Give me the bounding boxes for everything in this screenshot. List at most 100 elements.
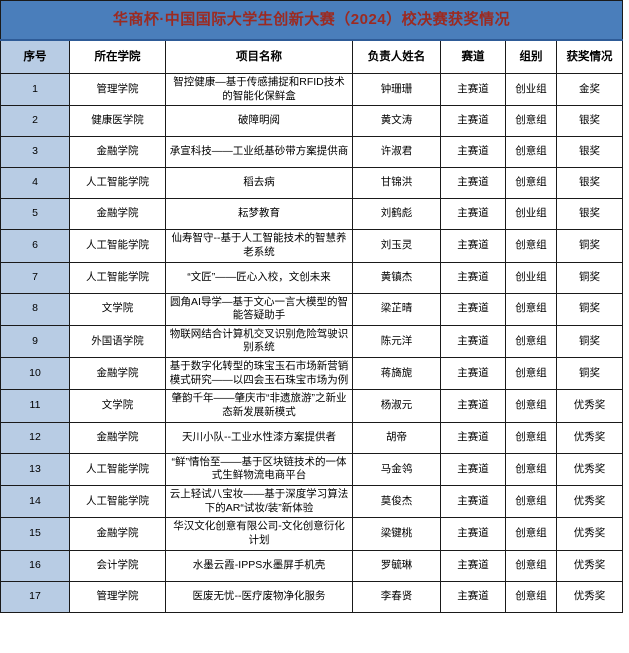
project-cell: “鲜”情怡至——基于区块链技术的一体式生鲜物流电商平台	[165, 452, 353, 486]
table-row: 1 管理学院 智控健康—基于传感捕捉和RFID技术的智能化保鲜盒 钟珊珊 主赛道…	[0, 72, 624, 107]
column-header-award: 获奖情况	[555, 39, 624, 74]
award-cell: 银奖	[555, 198, 624, 231]
track-cell: 主赛道	[440, 229, 506, 263]
project-cell: 基于数字化转型的珠宝玉石市场新营销模式研究——以四会玉石珠宝市场为例	[165, 357, 353, 391]
college-cell: 人工智能学院	[69, 229, 166, 263]
track-cell: 主赛道	[440, 261, 506, 294]
group-cell: 创意组	[505, 484, 557, 519]
college-cell: 金融学院	[69, 517, 166, 551]
award-cell: 银奖	[555, 105, 624, 138]
leader-cell: 甘锦洪	[352, 167, 441, 200]
college-cell: 人工智能学院	[69, 484, 166, 519]
table-row: 16 会计学院 水墨云霞-IPPS水墨屏手机壳 罗毓琳 主赛道 创意组 优秀奖	[0, 549, 624, 582]
award-cell: 优秀奖	[555, 389, 624, 423]
group-cell: 创意组	[505, 549, 557, 582]
track-cell: 主赛道	[440, 292, 506, 326]
college-cell: 金融学院	[69, 357, 166, 391]
leader-cell: 梁芷晴	[352, 292, 441, 326]
row-number-cell: 8	[0, 292, 70, 326]
table-row: 6 人工智能学院 仙寿智守--基于人工智能技术的智慧养老系统 刘玉灵 主赛道 创…	[0, 229, 624, 263]
award-cell: 银奖	[555, 136, 624, 169]
leader-cell: 刘玉灵	[352, 229, 441, 263]
column-header-leader: 负责人姓名	[352, 39, 441, 74]
table-row: 2 健康医学院 破障明阅 黄文涛 主赛道 创意组 银奖	[0, 105, 624, 138]
leader-cell: 许淑君	[352, 136, 441, 169]
row-number-cell: 6	[0, 229, 70, 263]
leader-cell: 莫俊杰	[352, 484, 441, 519]
leader-cell: 胡帝	[352, 421, 441, 454]
column-header-project: 项目名称	[165, 39, 353, 74]
leader-cell: 刘鹤彪	[352, 198, 441, 231]
table-row: 12 金融学院 天川小队--工业水性漆方案提供者 胡帝 主赛道 创意组 优秀奖	[0, 421, 624, 454]
track-cell: 主赛道	[440, 549, 506, 582]
column-header-no: 序号	[0, 39, 70, 74]
project-cell: 破障明阅	[165, 105, 353, 138]
college-cell: 外国语学院	[69, 324, 166, 359]
project-cell: 医废无忧--医疗废物净化服务	[165, 580, 353, 613]
award-cell: 铜奖	[555, 292, 624, 326]
project-cell: 云上轻试八宝妆——基于深度学习算法下的AR“试妆/装”新体验	[165, 484, 353, 519]
award-cell: 优秀奖	[555, 452, 624, 486]
award-cell: 铜奖	[555, 229, 624, 263]
table-row: 17 管理学院 医废无忧--医疗废物净化服务 李春贤 主赛道 创意组 优秀奖	[0, 580, 624, 613]
project-cell: 肇韵千年——肇庆市“非遗旅游”之新业态新发展新模式	[165, 389, 353, 423]
table-row: 8 文学院 圆角AI导学—基于文心一言大模型的智能答疑助手 梁芷晴 主赛道 创意…	[0, 292, 624, 326]
row-number-cell: 16	[0, 549, 70, 582]
track-cell: 主赛道	[440, 452, 506, 486]
column-header-college: 所在学院	[69, 39, 166, 74]
project-cell: 天川小队--工业水性漆方案提供者	[165, 421, 353, 454]
table-row: 9 外国语学院 物联网结合计算机交叉识别危险驾驶识别系统 陈元洋 主赛道 创意组…	[0, 324, 624, 359]
award-cell: 优秀奖	[555, 549, 624, 582]
leader-cell: 黄文涛	[352, 105, 441, 138]
table-title-row: 华商杯·中国国际大学生创新大赛（2024）校决赛获奖情况	[0, 0, 624, 41]
group-cell: 创业组	[505, 261, 557, 294]
leader-cell: 杨淑元	[352, 389, 441, 423]
project-cell: 水墨云霞-IPPS水墨屏手机壳	[165, 549, 353, 582]
table-row: 5 金融学院 耘梦教育 刘鹤彪 主赛道 创业组 银奖	[0, 198, 624, 231]
track-cell: 主赛道	[440, 421, 506, 454]
table-row: 15 金融学院 华汉文化创意有限公司-文化创意衍化计划 梁键桃 主赛道 创意组 …	[0, 517, 624, 551]
row-number-cell: 13	[0, 452, 70, 486]
college-cell: 健康医学院	[69, 105, 166, 138]
award-cell: 铜奖	[555, 357, 624, 391]
group-cell: 创意组	[505, 229, 557, 263]
leader-cell: 梁键桃	[352, 517, 441, 551]
college-cell: 文学院	[69, 292, 166, 326]
project-cell: 华汉文化创意有限公司-文化创意衍化计划	[165, 517, 353, 551]
project-cell: 物联网结合计算机交叉识别危险驾驶识别系统	[165, 324, 353, 359]
track-cell: 主赛道	[440, 198, 506, 231]
row-number-cell: 12	[0, 421, 70, 454]
column-header-group: 组别	[505, 39, 557, 74]
track-cell: 主赛道	[440, 72, 506, 107]
award-cell: 金奖	[555, 72, 624, 107]
college-cell: 会计学院	[69, 549, 166, 582]
group-cell: 创意组	[505, 136, 557, 169]
award-cell: 铜奖	[555, 261, 624, 294]
row-number-cell: 2	[0, 105, 70, 138]
group-cell: 创业组	[505, 198, 557, 231]
awards-table: 华商杯·中国国际大学生创新大赛（2024）校决赛获奖情况 序号 所在学院 项目名…	[0, 0, 624, 613]
college-cell: 人工智能学院	[69, 167, 166, 200]
table-header-row: 序号 所在学院 项目名称 负责人姓名 赛道 组别 获奖情况	[0, 39, 624, 74]
leader-cell: 李春贤	[352, 580, 441, 613]
college-cell: 金融学院	[69, 136, 166, 169]
leader-cell: 黄镇杰	[352, 261, 441, 294]
row-number-cell: 10	[0, 357, 70, 391]
group-cell: 创意组	[505, 580, 557, 613]
project-cell: 稻去病	[165, 167, 353, 200]
award-cell: 优秀奖	[555, 484, 624, 519]
track-cell: 主赛道	[440, 357, 506, 391]
track-cell: 主赛道	[440, 167, 506, 200]
group-cell: 创业组	[505, 72, 557, 107]
award-cell: 优秀奖	[555, 580, 624, 613]
row-number-cell: 3	[0, 136, 70, 169]
project-cell: 圆角AI导学—基于文心一言大模型的智能答疑助手	[165, 292, 353, 326]
table-row: 11 文学院 肇韵千年——肇庆市“非遗旅游”之新业态新发展新模式 杨淑元 主赛道…	[0, 389, 624, 423]
group-cell: 创意组	[505, 452, 557, 486]
table-row: 3 金融学院 承宣科技——工业纸基砂带方案提供商 许淑君 主赛道 创意组 银奖	[0, 136, 624, 169]
row-number-cell: 17	[0, 580, 70, 613]
group-cell: 创意组	[505, 105, 557, 138]
track-cell: 主赛道	[440, 580, 506, 613]
row-number-cell: 7	[0, 261, 70, 294]
college-cell: 人工智能学院	[69, 261, 166, 294]
